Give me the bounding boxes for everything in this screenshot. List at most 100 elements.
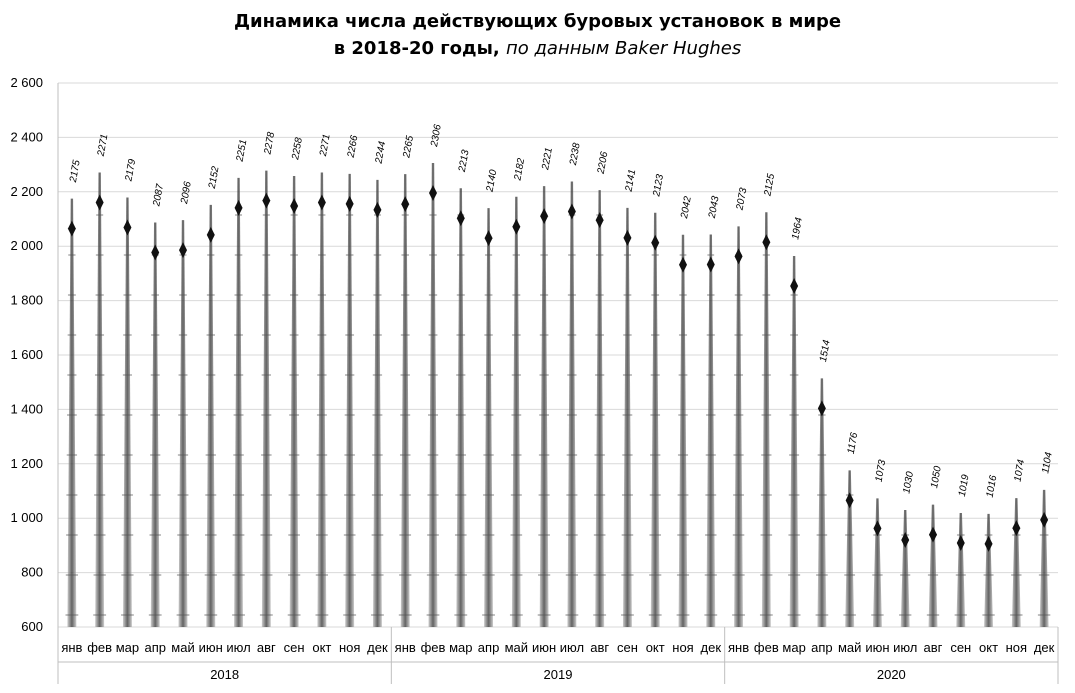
bar-crown: [567, 203, 576, 220]
bar: [789, 255, 799, 627]
y-axis: 600 800 1 000 1 200 1 400 1 600 1 800 2 000 2 20…: [10, 75, 43, 634]
bar: [845, 470, 855, 627]
bar-crown: [956, 535, 965, 552]
bar: [678, 234, 688, 627]
y-tick-label: 1 600: [10, 347, 43, 362]
bar-crown: [67, 220, 76, 237]
x-tick-month: фев: [754, 640, 779, 655]
bar: [595, 190, 605, 627]
x-tick-month: май: [171, 640, 194, 655]
bar-crown: [317, 194, 326, 211]
data-label: 1514: [818, 339, 833, 363]
data-label: 2141: [623, 169, 638, 194]
bar: [372, 179, 382, 627]
data-label: 2221: [540, 147, 555, 172]
bar: [261, 170, 271, 628]
x-tick-month: июн: [199, 640, 223, 655]
bar: [622, 207, 632, 627]
x-tick-month: дек: [367, 640, 388, 655]
data-label: 1104: [1040, 451, 1055, 475]
title-line-2-bold: в 2018-20 годы,: [333, 38, 500, 59]
title-line-2: в 2018-20 годы, по данным Baker Hughes: [0, 35, 1075, 62]
bar-crown: [206, 226, 215, 243]
y-tick-label: 800: [21, 565, 43, 580]
bar: [484, 208, 494, 627]
bar: [928, 504, 938, 627]
data-label: 1019: [957, 473, 972, 497]
bar: [67, 198, 77, 627]
bar: [956, 513, 966, 627]
data-label: 2271: [96, 133, 111, 158]
data-label: 2096: [179, 180, 194, 205]
data-label: 2042: [679, 195, 694, 220]
x-tick-year: 2018: [210, 667, 239, 682]
x-tick-month: июн: [532, 640, 556, 655]
gridlines: [58, 82, 1058, 628]
x-tick-month: авг: [590, 640, 609, 655]
bar: [1039, 489, 1049, 627]
bar: [289, 176, 299, 628]
x-tick-month: июл: [226, 640, 250, 655]
x-tick-month: окт: [312, 640, 331, 655]
bar: [122, 197, 132, 627]
bar-crown: [706, 256, 715, 273]
bar-crown: [540, 208, 549, 225]
bar: [345, 173, 355, 627]
x-tick-month: апр: [478, 640, 500, 655]
x-tick-month: фев: [87, 640, 112, 655]
data-label: 2087: [151, 183, 166, 208]
y-tick-label: 2 000: [10, 238, 43, 253]
bar: [817, 378, 827, 627]
data-label: 2152: [207, 165, 222, 190]
bar-crown: [623, 229, 632, 246]
data-label: 2244: [373, 140, 388, 165]
y-tick-label: 2 400: [10, 129, 43, 144]
bar-crown: [345, 195, 354, 212]
bar-crown: [679, 256, 687, 273]
bar: [539, 186, 549, 627]
x-tick-month: фев: [421, 640, 446, 655]
bar: [456, 188, 466, 627]
bar-crown: [179, 242, 187, 259]
data-label: 2258: [290, 136, 305, 161]
data-label: 2238: [568, 142, 583, 167]
bar-crown: [123, 219, 132, 236]
data-label: 2123: [651, 173, 666, 198]
bar: [150, 222, 160, 627]
data-label: 2182: [512, 157, 527, 182]
data-label: 1073: [874, 459, 889, 483]
bar: [567, 181, 577, 628]
x-tick-month: апр: [811, 640, 833, 655]
y-tick-label: 1 000: [10, 510, 43, 525]
data-label: 2175: [68, 159, 83, 184]
bar-crown: [790, 277, 799, 294]
data-label: 2306: [429, 123, 444, 148]
bar-crown: [373, 201, 382, 218]
bar: [734, 226, 744, 627]
data-label: 2265: [401, 134, 416, 159]
y-tick-label: 2 200: [10, 184, 43, 199]
data-label: 2140: [485, 168, 500, 193]
bar-crown: [845, 492, 854, 509]
bar-crown: [595, 212, 604, 229]
data-label: 1016: [985, 474, 1000, 498]
bar-crown: [734, 248, 743, 265]
bars: [65, 162, 1051, 628]
y-tick-label: 2 600: [10, 75, 43, 90]
y-tick-label: 1 800: [10, 293, 43, 308]
y-tick-label: 1 400: [10, 401, 43, 416]
data-label: 2278: [262, 131, 277, 156]
bar: [317, 172, 327, 627]
x-tick-month: ноя: [672, 640, 693, 655]
y-tick-label: 600: [21, 619, 43, 634]
x-tick-year: 2020: [877, 667, 906, 682]
x-tick-month: янв: [728, 640, 749, 655]
bar-crown: [262, 192, 271, 209]
y-tick-label: 1 200: [10, 456, 43, 471]
chart-title: Динамика числа действующих буровых устан…: [0, 8, 1075, 62]
x-tick-month: апр: [144, 640, 166, 655]
bar-crown: [512, 218, 521, 235]
bar-crown: [95, 194, 104, 211]
x-tick-month: окт: [979, 640, 998, 655]
